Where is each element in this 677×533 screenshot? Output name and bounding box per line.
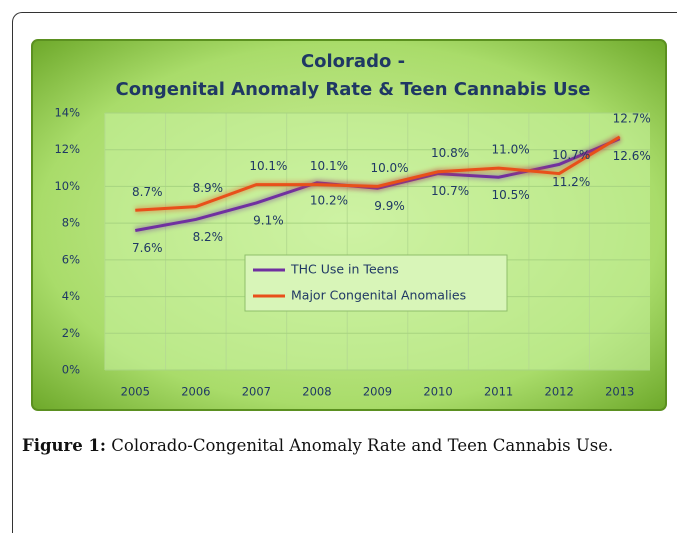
y-tick-label: 14% [54, 106, 80, 120]
y-tick-label: 4% [62, 289, 80, 303]
y-tick-label: 8% [62, 216, 80, 230]
data-label: 10.1% [249, 159, 287, 173]
figure-frame [12, 12, 677, 533]
data-label: 9.1% [253, 213, 284, 227]
x-tick-label: 2011 [484, 385, 513, 399]
legend-label: Major Congenital Anomalies [291, 288, 466, 303]
chart-subtitle: Congenital Anomaly Rate & Teen Cannabis … [116, 79, 591, 100]
data-label: 7.6% [132, 241, 163, 255]
data-label: 10.5% [492, 188, 530, 202]
chart-title: Colorado - [301, 51, 405, 72]
x-tick-label: 2006 [181, 385, 210, 399]
data-label: 11.2% [552, 175, 590, 189]
data-label: 12.6% [613, 149, 651, 163]
x-tick-label: 2009 [363, 385, 392, 399]
y-tick-label: 0% [62, 363, 80, 377]
legend-label: THC Use in Teens [290, 262, 399, 277]
x-tick-label: 2005 [121, 385, 150, 399]
data-label: 10.7% [431, 184, 469, 198]
data-label: 11.0% [492, 143, 530, 157]
caption: Figure 1: Colorado-Congenital Anomaly Ra… [22, 433, 667, 458]
x-tick-label: 2007 [242, 385, 271, 399]
data-label: 8.9% [193, 181, 224, 195]
caption-label: Figure 1: [22, 436, 107, 455]
data-label: 10.8% [431, 146, 469, 160]
chart: Colorado - Congenital Anomaly Rate & Tee… [31, 39, 667, 411]
y-tick-label: 6% [62, 252, 80, 266]
y-tick-label: 12% [54, 142, 80, 156]
x-tick-label: 2012 [545, 385, 574, 399]
legend-box [244, 254, 508, 312]
data-label: 10.7% [552, 148, 590, 162]
series-line [135, 135, 621, 212]
data-label: 8.2% [193, 230, 224, 244]
caption-text: Colorado-Congenital Anomaly Rate and Tee… [111, 436, 614, 455]
data-label: 8.7% [132, 185, 163, 199]
x-tick-label: 2010 [423, 385, 452, 399]
y-tick-label: 2% [62, 326, 80, 340]
x-tick-label: 2008 [302, 385, 331, 399]
data-label: 12.7% [613, 111, 651, 125]
data-label: 10.2% [310, 193, 348, 207]
x-tick-label: 2013 [605, 385, 634, 399]
data-label: 10.0% [370, 161, 408, 175]
plot-area [105, 113, 650, 370]
data-label: 10.1% [310, 159, 348, 173]
data-label: 9.9% [374, 199, 405, 213]
y-tick-label: 10% [54, 179, 80, 193]
